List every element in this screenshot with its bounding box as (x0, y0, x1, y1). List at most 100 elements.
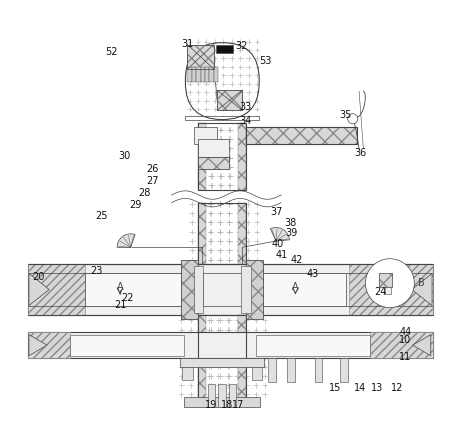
Bar (218, 384, 226, 407)
Text: 52: 52 (106, 47, 118, 57)
Polygon shape (412, 274, 432, 305)
Text: A: A (117, 283, 124, 292)
Bar (192, 67, 196, 82)
Bar (188, 67, 192, 82)
Bar (246, 260, 263, 319)
Text: 10: 10 (399, 335, 412, 345)
Text: 41: 41 (276, 250, 288, 259)
Bar (188, 44, 213, 69)
Text: 34: 34 (239, 116, 251, 126)
Bar (252, 368, 262, 380)
Bar (217, 90, 242, 110)
Bar (181, 260, 198, 319)
Text: 18: 18 (221, 401, 233, 410)
Text: 22: 22 (121, 293, 133, 303)
Bar (198, 203, 246, 264)
Bar (28, 264, 433, 315)
Text: 15: 15 (329, 383, 341, 393)
Circle shape (348, 114, 358, 124)
Text: 24: 24 (374, 287, 386, 297)
Bar (85, 274, 203, 305)
Bar (238, 123, 246, 190)
Bar (213, 67, 218, 82)
Bar (246, 260, 263, 319)
Text: 39: 39 (285, 228, 298, 239)
Text: 20: 20 (32, 272, 45, 282)
Text: 53: 53 (259, 55, 271, 66)
Bar (198, 315, 246, 399)
Bar (370, 332, 433, 358)
Bar (184, 398, 260, 407)
Bar (28, 332, 70, 358)
Text: 38: 38 (284, 218, 296, 228)
Bar (216, 45, 233, 53)
Text: 14: 14 (354, 383, 366, 393)
Bar (28, 264, 85, 315)
Bar (238, 203, 246, 264)
Text: 43: 43 (307, 269, 319, 279)
Text: 28: 28 (138, 187, 150, 198)
Bar (198, 123, 246, 190)
Bar (198, 203, 206, 264)
Bar (249, 274, 347, 305)
Text: 44: 44 (399, 327, 412, 337)
Bar (180, 358, 264, 368)
Bar (287, 358, 295, 382)
Text: 33: 33 (239, 102, 251, 112)
Bar (198, 139, 230, 157)
Text: 21: 21 (114, 300, 126, 310)
Text: A: A (292, 283, 299, 292)
Bar (194, 266, 203, 313)
Bar (238, 315, 246, 399)
Text: B: B (418, 278, 425, 288)
Bar (201, 67, 205, 82)
Bar (198, 315, 206, 399)
Bar (229, 384, 236, 407)
Bar (256, 335, 370, 356)
Text: 42: 42 (291, 255, 303, 265)
Bar (188, 44, 213, 69)
Text: 35: 35 (339, 110, 351, 120)
Text: 25: 25 (96, 211, 108, 221)
Bar (196, 67, 201, 82)
Bar (315, 358, 322, 382)
Text: 29: 29 (130, 200, 142, 210)
Text: 23: 23 (90, 266, 103, 275)
Bar (349, 264, 433, 315)
Text: 12: 12 (391, 383, 403, 393)
Bar (246, 127, 357, 144)
Bar (198, 157, 230, 169)
Bar (385, 287, 391, 294)
Text: 32: 32 (235, 41, 247, 51)
Bar (379, 273, 392, 287)
Polygon shape (413, 335, 431, 356)
Bar (205, 67, 209, 82)
Bar (194, 127, 217, 144)
Polygon shape (270, 228, 290, 241)
Text: 17: 17 (232, 401, 244, 410)
Bar (198, 123, 206, 190)
Text: 40: 40 (272, 239, 284, 250)
Polygon shape (29, 274, 49, 305)
Polygon shape (29, 335, 47, 356)
Bar (208, 384, 215, 407)
Circle shape (366, 259, 414, 308)
Bar (246, 127, 357, 144)
Text: 37: 37 (271, 206, 283, 217)
Bar (379, 273, 392, 287)
Text: 30: 30 (118, 151, 130, 161)
Text: 31: 31 (181, 38, 194, 49)
Bar (28, 332, 433, 358)
Bar (70, 335, 184, 356)
Text: 27: 27 (146, 176, 159, 186)
Bar (268, 358, 276, 382)
Text: 11: 11 (399, 352, 412, 362)
Polygon shape (117, 234, 135, 247)
Text: 13: 13 (371, 383, 384, 393)
Bar (241, 266, 250, 313)
Text: 26: 26 (146, 165, 159, 174)
Bar (217, 90, 242, 110)
Text: 36: 36 (354, 148, 366, 158)
Bar (198, 157, 230, 169)
Text: 19: 19 (206, 401, 218, 410)
